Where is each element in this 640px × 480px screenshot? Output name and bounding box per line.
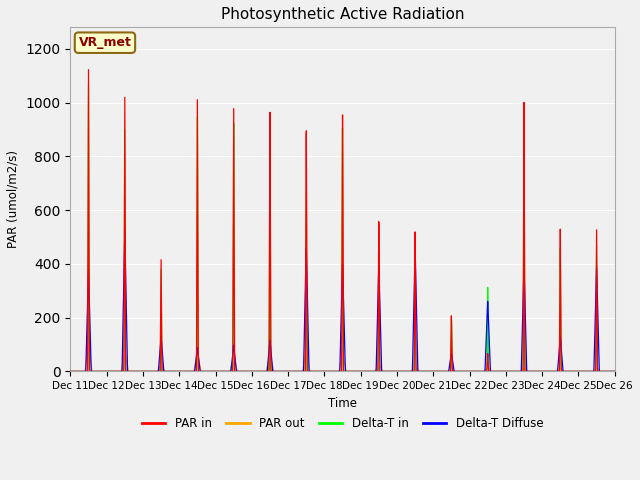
Text: VR_met: VR_met [79,36,131,49]
Y-axis label: PAR (umol/m2/s): PAR (umol/m2/s) [7,150,20,248]
X-axis label: Time: Time [328,396,357,410]
Title: Photosynthetic Active Radiation: Photosynthetic Active Radiation [221,7,464,22]
Legend: PAR in, PAR out, Delta-T in, Delta-T Diffuse: PAR in, PAR out, Delta-T in, Delta-T Dif… [137,412,548,434]
